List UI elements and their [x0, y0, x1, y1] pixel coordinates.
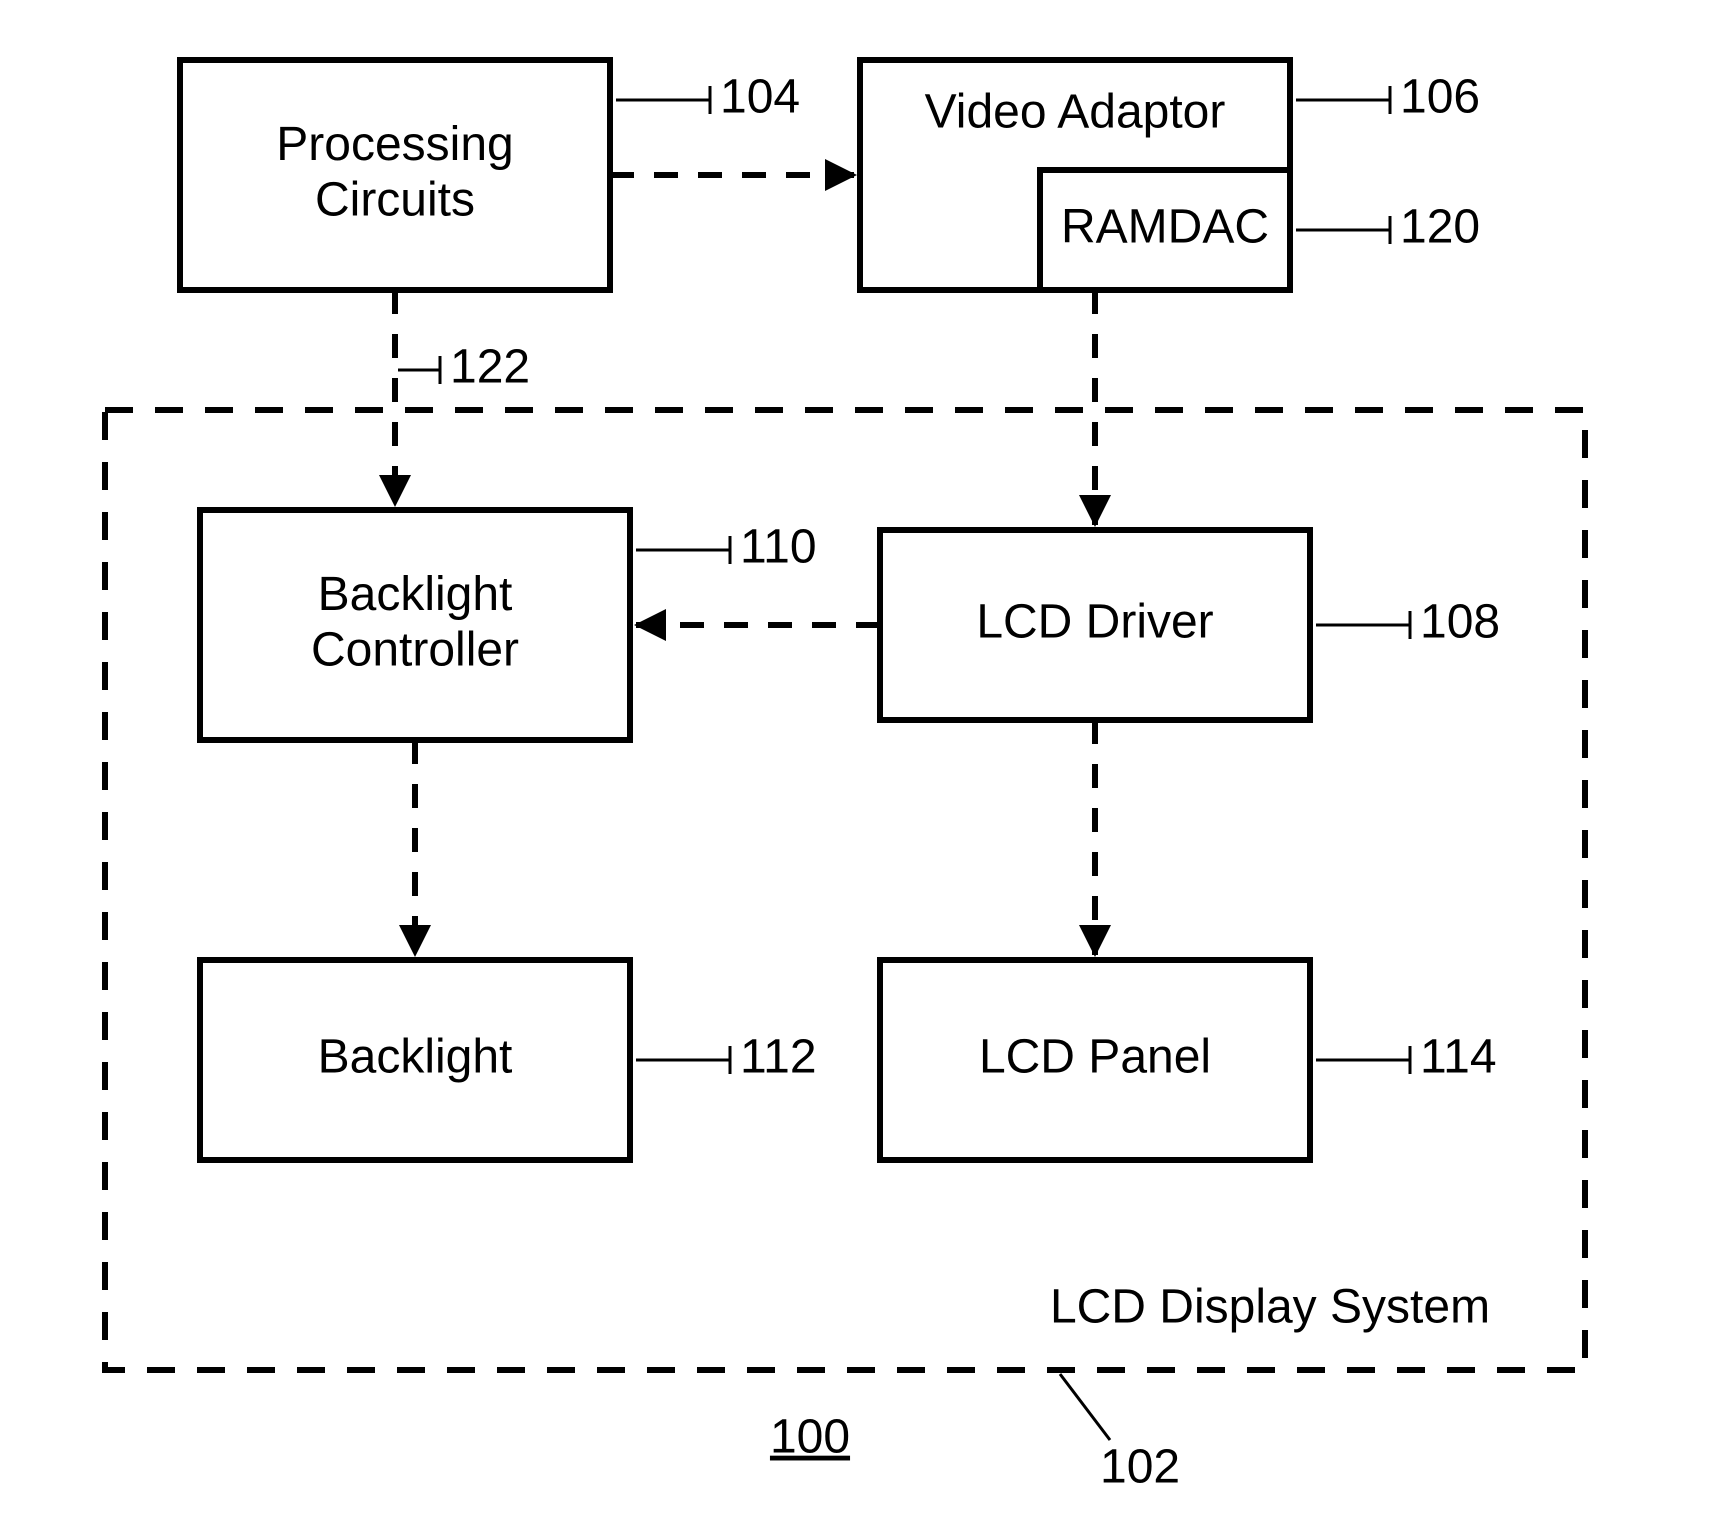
- arrow-processing-to-backlight-controller-ref: 122: [450, 341, 530, 394]
- backlight-controller-label: Backlight: [318, 568, 513, 621]
- container-ref-leader: [1060, 1374, 1110, 1440]
- lcd-panel-label: LCD Panel: [979, 1031, 1211, 1084]
- backlight-controller-label: Controller: [311, 623, 519, 676]
- lcd-driver-label: LCD Driver: [976, 596, 1213, 649]
- backlight-ref: 112: [740, 1031, 817, 1084]
- processing-label: Processing: [276, 118, 513, 171]
- backlight-label: Backlight: [318, 1031, 513, 1084]
- video-adaptor-label: Video Adaptor: [925, 86, 1226, 139]
- lcd-display-system-label: LCD Display System: [1050, 1281, 1490, 1334]
- figure-ref: 100: [770, 1411, 850, 1464]
- video-adaptor-sub-ref: 120: [1400, 201, 1480, 254]
- container-ref: 102: [1100, 1441, 1180, 1494]
- backlight-controller-ref: 110: [740, 521, 817, 574]
- video-adaptor-ref: 106: [1400, 71, 1480, 124]
- processing-ref: 104: [720, 71, 800, 124]
- lcd-panel-ref: 114: [1420, 1031, 1497, 1084]
- processing-label: Circuits: [315, 173, 475, 226]
- video-adaptor-sub-label: RAMDAC: [1061, 201, 1269, 254]
- block-diagram: LCD Display System 102 100 ProcessingCircui…: [0, 0, 1719, 1528]
- lcd-driver-ref: 108: [1420, 596, 1500, 649]
